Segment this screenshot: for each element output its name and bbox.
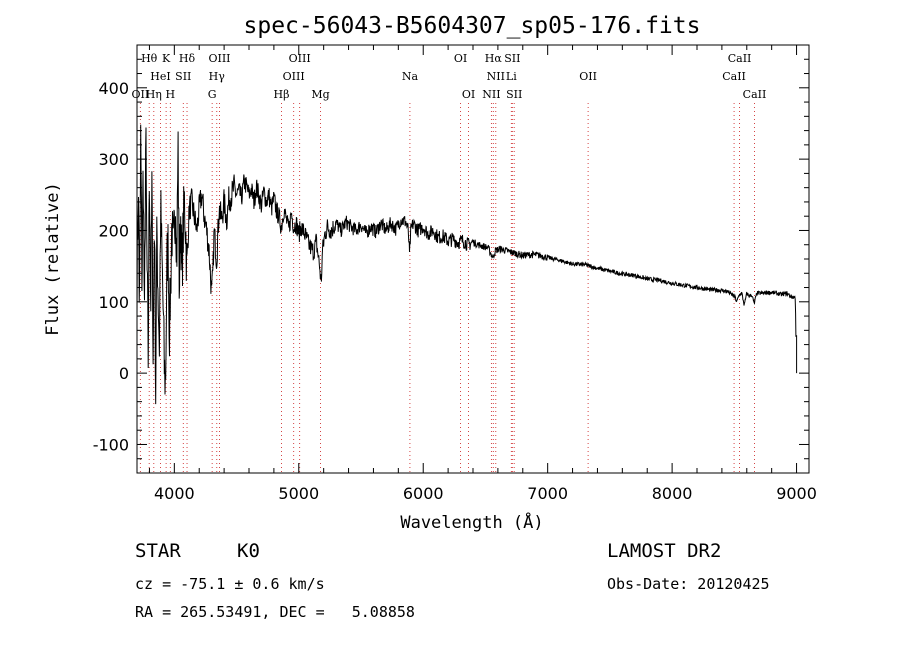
- y-tick-label: 300: [98, 150, 129, 169]
- spectral-line-label: Li: [506, 70, 517, 83]
- y-tick-label: 400: [98, 79, 129, 98]
- spectral-line-label: OII: [132, 88, 150, 101]
- spectral-line-label: K: [162, 52, 171, 65]
- spectral-line-label: Hη: [146, 88, 162, 101]
- spectral-line-label: OI: [454, 52, 467, 65]
- y-tick-label: 0: [119, 364, 129, 383]
- flux-series-line: [136, 124, 798, 405]
- plot-frame: [136, 44, 810, 474]
- x-axis-label: Wavelength (Å): [400, 511, 543, 533]
- spectral-line-label: NII: [482, 88, 500, 101]
- spectral-line-label: Hγ: [209, 70, 226, 83]
- coordinates: RA = 265.53491, DEC = 5.08858: [135, 603, 415, 621]
- y-axis-label: Flux (relative): [43, 182, 63, 336]
- redshift-velocity: cz = -75.1 ± 0.6 km/s: [135, 575, 325, 593]
- spectral-line-label: H: [166, 88, 176, 101]
- spectral-line-label: CaII: [743, 88, 767, 101]
- object-class: STAR: [135, 540, 181, 562]
- spectral-line-label: Hα: [485, 52, 503, 65]
- x-tick-label: 6000: [403, 484, 444, 503]
- spectral-line-label: SII: [506, 88, 522, 101]
- spectral-line-label: OIII: [289, 52, 311, 65]
- spectral-line-label: CaII: [728, 52, 752, 65]
- x-tick-label: 4000: [154, 484, 195, 503]
- spectral-line-label: Hθ: [141, 52, 158, 65]
- spectral-line-label: CaII: [722, 70, 746, 83]
- spectral-line-label: HeI: [150, 70, 170, 83]
- x-tick-label: 9000: [776, 484, 817, 503]
- x-tick-label: 8000: [652, 484, 693, 503]
- spectral-line-label: Hδ: [179, 52, 196, 65]
- spectral-line-label: OII: [579, 70, 597, 83]
- x-tick-label: 5000: [278, 484, 319, 503]
- spectral-line-label: OIII: [208, 52, 230, 65]
- y-tick-label: 100: [98, 293, 129, 312]
- spectral-line-label: OI: [462, 88, 475, 101]
- spectral-line-label: SII: [175, 70, 191, 83]
- spectral-line-label: SII: [504, 52, 520, 65]
- y-tick-label: -100: [93, 435, 129, 454]
- spectral-line-label: Na: [402, 70, 419, 83]
- x-tick-label: 7000: [527, 484, 568, 503]
- y-tick-label: 200: [98, 221, 129, 240]
- spectral-line-label: G: [208, 88, 217, 101]
- object-subclass: K0: [237, 540, 260, 562]
- spectral-line-label: Hβ: [274, 88, 290, 101]
- axis-ticks: 4000 5000 6000 7000 8000 9000 -100 0 100 200 300 40…: [93, 44, 817, 503]
- chart-title: spec-56043-B5604307_sp05-176.fits: [244, 13, 701, 39]
- observation-date: Obs-Date: 20120425: [607, 575, 770, 593]
- survey-name: LAMOST DR2: [607, 540, 722, 562]
- spectral-line-label: Mg: [311, 88, 329, 101]
- spectral-line-label: NII: [487, 70, 505, 83]
- spectral-line-label: OIII: [283, 70, 305, 83]
